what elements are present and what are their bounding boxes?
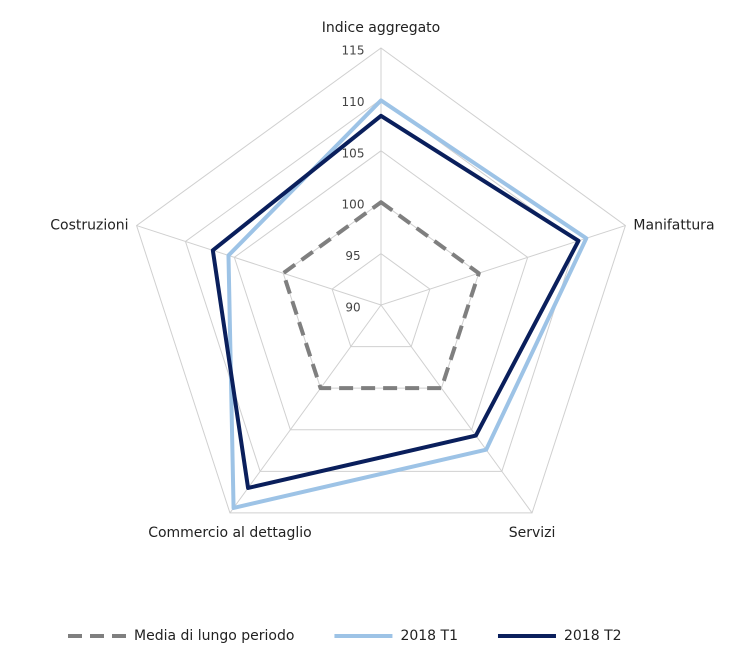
r-tick-label: 115 [342,44,365,58]
category-label: Indice aggregato [322,20,440,36]
category-label: Costruzioni [50,218,128,234]
series-line [281,200,481,391]
r-tick-label: 110 [342,95,365,109]
grid-ring [331,252,431,348]
legend-label: 2018 T1 [400,628,458,644]
r-tick-label: 90 [345,301,360,315]
axis-spoke [229,304,382,514]
axis-spoke [136,225,382,306]
r-tick-label: 105 [342,146,365,160]
axis-spoke [380,225,626,306]
category-label: Commercio al dettaglio [148,525,312,541]
grid-ring [135,47,627,514]
r-tick-label: 95 [345,249,360,263]
legend-label: 2018 T2 [564,628,622,644]
legend-label: Media di lungo periodo [134,628,294,644]
category-label: Servizi [509,525,556,541]
axis-spoke [380,304,533,514]
series-line [210,113,581,490]
r-tick-label: 100 [342,198,365,212]
grid-ring [233,150,529,431]
series-line [226,98,589,510]
category-label: Manifattura [633,218,714,234]
